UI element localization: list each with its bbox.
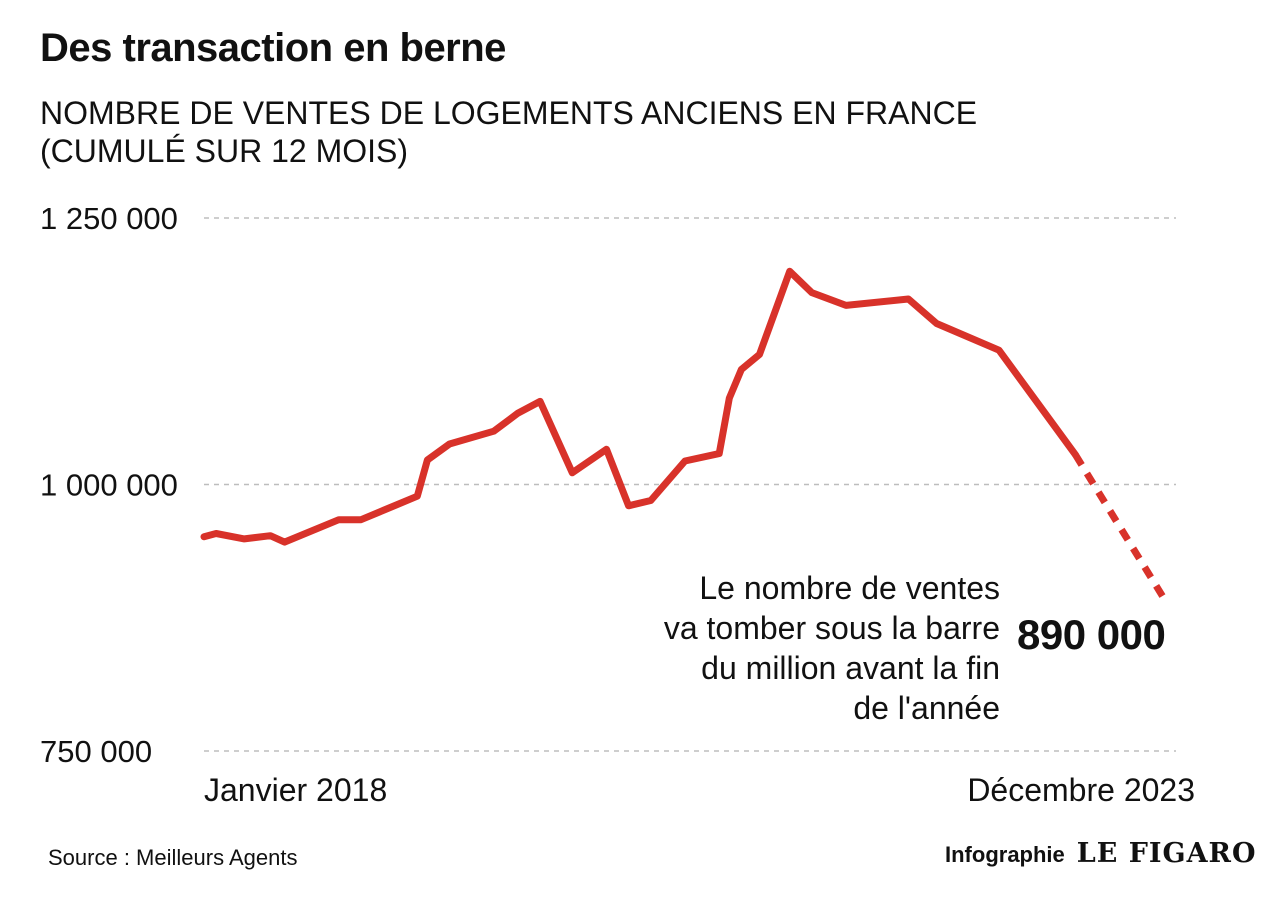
credit: Infographie LE FIGARO — [945, 838, 1257, 869]
annotation-line-1: Le nombre de ventes — [699, 570, 1000, 606]
sales-line — [200, 267, 1079, 546]
y-axis-tick-labels: 750 000 1 000 000 1 250 000 — [40, 201, 178, 769]
subtitle-line-2: (CUMULÉ SUR 12 MOIS) — [40, 133, 409, 169]
annotation-line-4: de l'année — [853, 690, 1000, 726]
y-tick-label: 1 000 000 — [40, 468, 178, 503]
y-tick-label: 750 000 — [40, 734, 152, 769]
gridlines — [204, 217, 1176, 752]
x-end-label: Décembre 2023 — [967, 772, 1195, 808]
le-figaro-logo: LE FIGARO — [1076, 838, 1257, 869]
annotation-line-3: du million avant la fin — [701, 650, 1000, 686]
y-tick-label: 1 250 000 — [40, 201, 178, 236]
source-note: Source : Meilleurs Agents — [48, 845, 298, 870]
projection-callout-value: 890 000 — [1017, 611, 1166, 658]
chart-subtitle: NOMBRE DE VENTES DE LOGEMENTS ANCIENS EN… — [40, 94, 1140, 170]
annotation-line-2: va tomber sous la barre — [663, 610, 1000, 646]
series-lines — [200, 267, 1169, 604]
credit-label: Infographie — [945, 842, 1065, 867]
subtitle-line-1: NOMBRE DE VENTES DE LOGEMENTS ANCIENS EN… — [40, 95, 978, 131]
chart-annotation: Le nombre de ventes va tomber sous la ba… — [580, 568, 1000, 728]
projection-line — [1072, 452, 1169, 604]
chart-title: Des transaction en berne — [40, 26, 506, 70]
x-start-label: Janvier 2018 — [204, 772, 387, 808]
